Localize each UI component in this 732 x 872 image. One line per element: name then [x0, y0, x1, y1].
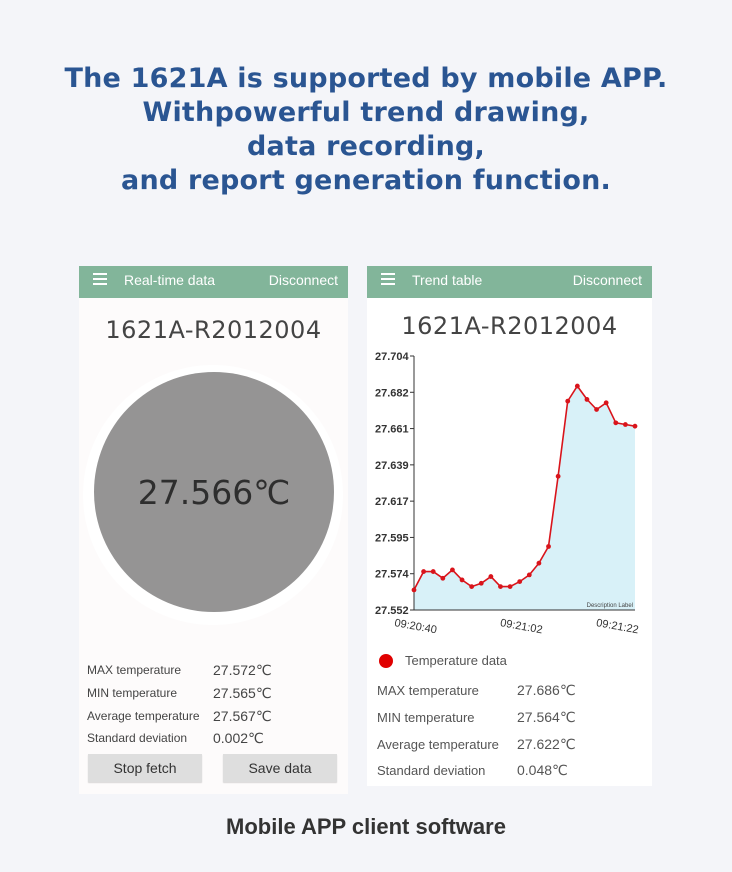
temperature-reading: 27.566℃ [137, 472, 291, 512]
x-tick-label: 09:20:40 [393, 617, 437, 636]
screen-title: Real-time data [124, 272, 216, 288]
data-point [459, 577, 465, 583]
data-point [632, 423, 638, 429]
description-label: Description Label [587, 603, 633, 609]
app-bar: Trend table Disconnect [367, 266, 652, 298]
stat-value: 27.622℃ [517, 736, 576, 752]
stat-label: Average temperature [87, 709, 200, 723]
stop-fetch-button[interactable]: Stop fetch [88, 754, 202, 782]
x-tick-label: 09:21:22 [595, 617, 639, 636]
headline-line-3: data recording, [247, 131, 485, 162]
stat-value: 27.565℃ [213, 685, 272, 701]
hamburger-menu-icon[interactable] [93, 273, 107, 285]
data-point [546, 544, 551, 549]
stat-value: 27.567℃ [213, 708, 272, 724]
headline: The 1621A is supported by mobile APP. Wi… [0, 62, 732, 198]
stat-row-max: MAX temperature 27.686℃ [367, 682, 652, 702]
realtime-screen: Real-time data Disconnect 1621A-R2012004… [79, 266, 348, 794]
hamburger-menu-icon[interactable] [381, 273, 395, 285]
y-tick-label: 27.661 [375, 424, 409, 436]
data-point [507, 584, 513, 590]
caption: Mobile APP client software [226, 814, 506, 839]
data-point [584, 397, 590, 402]
stat-label: MIN temperature [377, 710, 475, 725]
headline-line-1: The 1621A is supported by mobile APP. [64, 63, 668, 94]
y-tick-label: 27.574 [375, 569, 410, 581]
stat-value: 27.564℃ [517, 709, 576, 725]
disconnect-button[interactable]: Disconnect [268, 272, 338, 288]
stat-row-average: Average temperature 27.622℃ [367, 736, 652, 756]
y-tick-label: 27.682 [375, 387, 409, 399]
stat-label: MAX temperature [377, 683, 479, 698]
y-tick-label: 27.595 [375, 532, 409, 544]
app-bar: Real-time data Disconnect [79, 266, 348, 298]
data-point [536, 560, 542, 566]
data-point [603, 400, 609, 406]
data-point [411, 587, 417, 593]
legend-swatch [379, 654, 393, 668]
data-point [526, 572, 532, 578]
data-point [594, 407, 599, 412]
data-point [421, 569, 427, 574]
stat-row-min: MIN temperature 27.564℃ [367, 709, 652, 729]
data-point [574, 383, 580, 389]
data-point [498, 584, 503, 590]
stat-row-max: MAX temperature 27.572℃ [79, 662, 348, 682]
save-data-button[interactable]: Save data [223, 754, 337, 782]
stat-row-min: MIN temperature 27.565℃ [79, 685, 348, 705]
trend-chart[interactable]: 27.704 27.682 27.661 27.639 27.617 27.595 27.5… [367, 348, 652, 648]
data-point [517, 579, 523, 584]
stat-value: 27.686℃ [517, 682, 576, 698]
disconnect-button[interactable]: Disconnect [572, 272, 642, 288]
data-point [469, 584, 475, 590]
data-point [622, 422, 628, 427]
data-point [440, 575, 446, 581]
headline-line-2: Withpowerful trend drawing, [142, 97, 590, 128]
stat-label: Average temperature [377, 737, 499, 752]
stat-value: 0.002℃ [213, 730, 264, 746]
stat-value: 0.048℃ [517, 762, 568, 778]
stat-label: MIN temperature [87, 686, 178, 700]
data-point [450, 567, 455, 573]
legend-label: Temperature data [405, 653, 507, 668]
series-area [414, 386, 635, 610]
stat-label: Standard deviation [87, 731, 188, 745]
data-point [555, 473, 561, 479]
y-tick-label: 27.639 [375, 460, 409, 472]
data-point [478, 580, 484, 586]
screen-title: Trend table [412, 272, 483, 288]
data-point [488, 574, 494, 579]
headline-line-4: and report generation function. [121, 165, 611, 196]
data-point [430, 569, 436, 574]
device-id: 1621A-R2012004 [105, 316, 322, 344]
stat-row-average: Average temperature 27.567℃ [79, 708, 348, 728]
data-point [613, 420, 619, 426]
stat-row-stddev: Standard deviation 0.048℃ [367, 762, 652, 782]
y-tick-label: 27.552 [375, 605, 409, 617]
temperature-gauge: 27.566℃ [94, 372, 334, 612]
x-tick-label: 09:21:02 [499, 617, 543, 636]
stat-row-stddev: Standard deviation 0.002℃ [79, 730, 348, 750]
device-id: 1621A-R2012004 [401, 312, 618, 340]
stat-label: MAX temperature [87, 663, 182, 677]
y-tick-label: 27.704 [375, 351, 410, 363]
y-tick-label: 27.617 [375, 496, 409, 508]
data-point [565, 398, 571, 404]
trend-screen: Trend table Disconnect 1621A-R2012004 27… [367, 266, 652, 786]
stat-value: 27.572℃ [213, 662, 272, 678]
stat-label: Standard deviation [377, 763, 486, 778]
